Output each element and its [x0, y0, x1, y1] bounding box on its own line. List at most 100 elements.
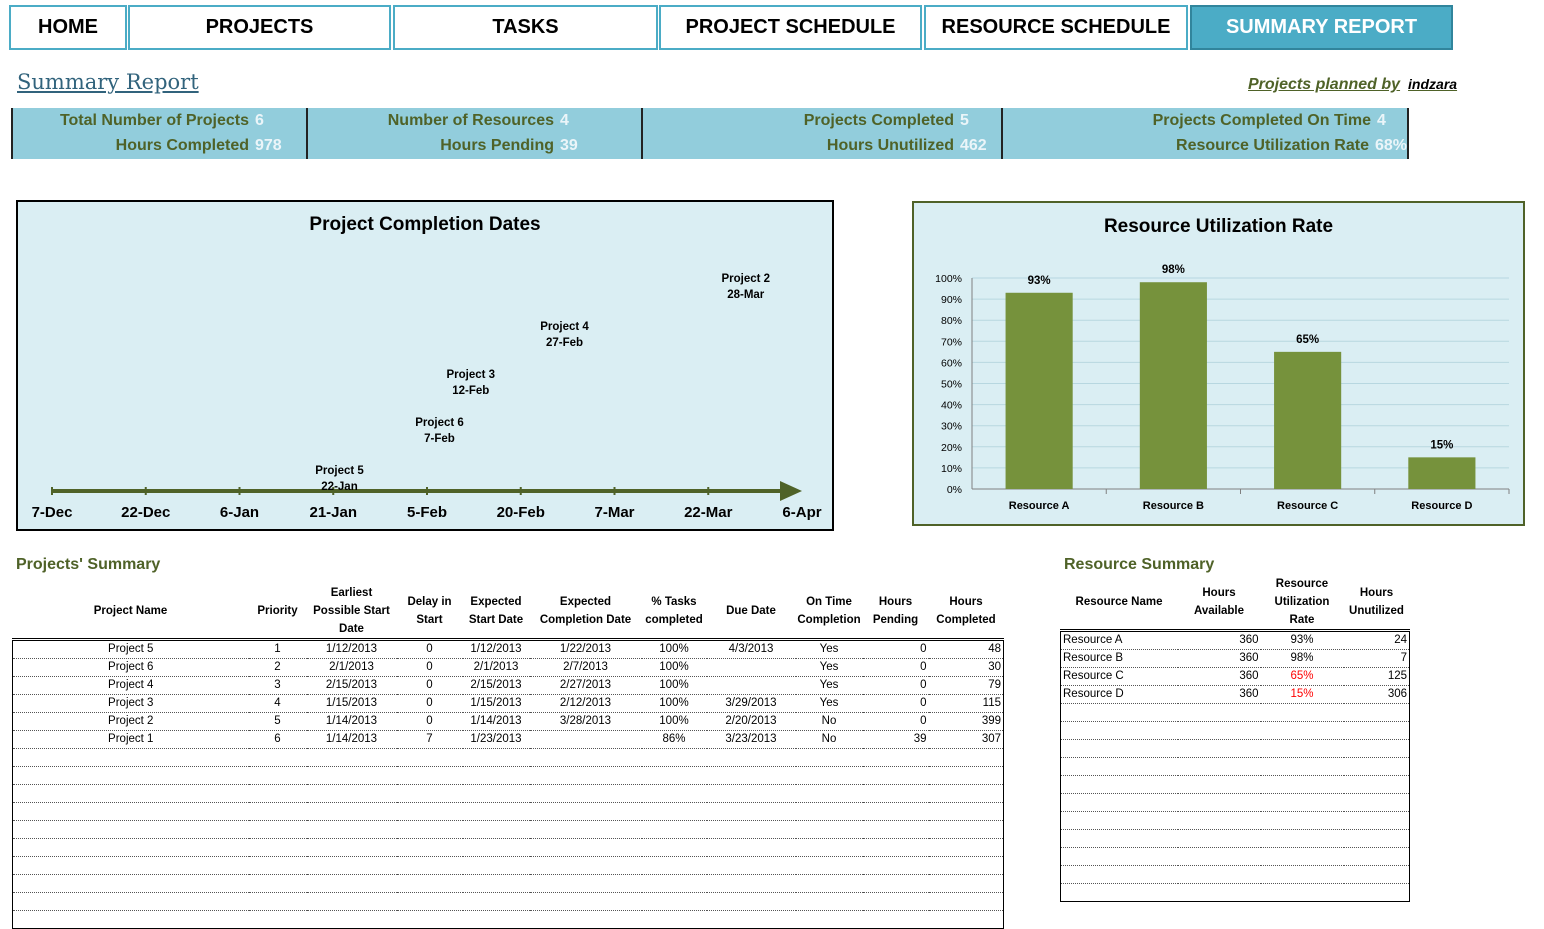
table-cell[interactable]: Resource A [1060, 630, 1178, 650]
table-cell[interactable] [1177, 793, 1261, 812]
table-cell[interactable]: 0 [862, 676, 929, 695]
table-cell[interactable] [248, 892, 307, 911]
table-cell[interactable] [1060, 775, 1178, 794]
table-row[interactable] [1060, 703, 1410, 722]
table-cell[interactable] [862, 820, 929, 839]
table-cell[interactable]: Project 5 [12, 639, 249, 659]
table-cell[interactable] [306, 910, 397, 929]
table-cell[interactable] [862, 892, 929, 911]
table-cell[interactable]: 24 [1343, 630, 1410, 650]
table-cell[interactable]: Yes [795, 658, 863, 677]
table-cell[interactable] [1343, 775, 1410, 794]
table-cell[interactable] [462, 892, 530, 911]
table-cell[interactable] [529, 802, 642, 821]
table-cell[interactable] [641, 892, 707, 911]
table-cell[interactable] [1343, 703, 1410, 722]
table-cell[interactable] [706, 892, 796, 911]
table-cell[interactable]: 48 [928, 639, 1004, 659]
table-cell[interactable] [641, 766, 707, 785]
table-cell[interactable] [529, 766, 642, 785]
table-cell[interactable] [396, 892, 463, 911]
table-cell[interactable] [1260, 775, 1344, 794]
table-row[interactable]: Project 3 4 1/15/2013 0 1/15/2013 2/12/2013 10… [12, 694, 1004, 713]
table-cell[interactable] [1343, 865, 1410, 884]
column-header[interactable]: % Tasks completed [641, 584, 707, 641]
table-cell[interactable] [1343, 721, 1410, 740]
table-cell[interactable] [1260, 739, 1344, 758]
table-cell[interactable] [306, 874, 397, 893]
table-cell[interactable] [1260, 865, 1344, 884]
table-row[interactable] [1060, 721, 1410, 740]
table-row[interactable] [12, 784, 1004, 803]
table-cell[interactable]: 0 [862, 639, 929, 659]
table-cell[interactable]: 360 [1177, 649, 1261, 668]
table-cell[interactable] [12, 766, 249, 785]
table-cell[interactable] [795, 820, 863, 839]
table-cell[interactable]: 2/1/2013 [306, 658, 397, 677]
table-cell[interactable]: 125 [1343, 667, 1410, 686]
column-header[interactable]: Earliest Possible Start Date [306, 584, 397, 641]
table-cell[interactable]: 1/12/2013 [462, 639, 530, 659]
table-cell[interactable] [641, 802, 707, 821]
table-cell[interactable] [1060, 883, 1178, 902]
table-cell[interactable] [641, 874, 707, 893]
table-cell[interactable]: Resource C [1060, 667, 1178, 686]
column-header[interactable]: On Time Completion [795, 584, 863, 641]
table-cell[interactable]: 0 [396, 639, 463, 659]
table-cell[interactable] [1177, 757, 1261, 776]
column-header[interactable]: Hours Completed [928, 584, 1004, 641]
column-header[interactable]: Hours Pending [862, 584, 929, 641]
table-cell[interactable] [706, 856, 796, 875]
table-cell[interactable] [795, 892, 863, 911]
table-cell[interactable] [1177, 721, 1261, 740]
table-cell[interactable] [706, 874, 796, 893]
table-cell[interactable] [306, 892, 397, 911]
table-cell[interactable] [248, 838, 307, 857]
table-cell[interactable]: 0 [862, 712, 929, 731]
table-cell[interactable] [1177, 739, 1261, 758]
table-row[interactable] [12, 820, 1004, 839]
table-cell[interactable]: 360 [1177, 667, 1261, 686]
table-cell[interactable] [1260, 847, 1344, 866]
table-cell[interactable]: 0 [396, 676, 463, 695]
table-row[interactable] [12, 748, 1004, 767]
table-cell[interactable] [706, 766, 796, 785]
table-cell[interactable] [795, 766, 863, 785]
table-cell[interactable] [529, 820, 642, 839]
table-cell[interactable]: 306 [1343, 685, 1410, 704]
table-cell[interactable]: 86% [641, 730, 707, 749]
table-cell[interactable]: 5 [248, 712, 307, 731]
table-row[interactable]: Project 5 1 1/12/2013 0 1/12/2013 1/22/2013 10… [12, 639, 1004, 659]
column-header[interactable]: Priority [248, 584, 307, 641]
table-cell[interactable] [928, 802, 1004, 821]
tab-projects[interactable]: PROJECTS [128, 5, 391, 50]
table-cell[interactable] [12, 820, 249, 839]
table-cell[interactable]: 39 [862, 730, 929, 749]
table-cell[interactable] [396, 802, 463, 821]
table-cell[interactable] [1060, 865, 1178, 884]
table-cell[interactable]: 3 [248, 676, 307, 695]
tab-tasks[interactable]: TASKS [393, 5, 658, 50]
table-cell[interactable] [862, 802, 929, 821]
table-cell[interactable]: 1/15/2013 [306, 694, 397, 713]
table-cell[interactable]: 1/12/2013 [306, 639, 397, 659]
table-row[interactable] [1060, 829, 1410, 848]
table-cell[interactable]: 2/27/2013 [529, 676, 642, 695]
table-cell[interactable]: 79 [928, 676, 1004, 695]
table-cell[interactable] [795, 784, 863, 803]
table-cell[interactable] [1260, 757, 1344, 776]
table-cell[interactable]: 0 [396, 712, 463, 731]
column-header[interactable]: Resource Name [1060, 575, 1178, 632]
table-cell[interactable]: Yes [795, 639, 863, 659]
table-cell[interactable] [1260, 811, 1344, 830]
table-cell[interactable] [529, 856, 642, 875]
table-cell[interactable]: No [795, 712, 863, 731]
table-cell[interactable] [462, 748, 530, 767]
table-cell[interactable]: 2 [248, 658, 307, 677]
table-cell[interactable] [706, 784, 796, 803]
table-cell[interactable] [248, 784, 307, 803]
table-cell[interactable] [928, 910, 1004, 929]
table-cell[interactable] [1177, 811, 1261, 830]
table-cell[interactable]: 2/12/2013 [529, 694, 642, 713]
table-cell[interactable] [462, 784, 530, 803]
